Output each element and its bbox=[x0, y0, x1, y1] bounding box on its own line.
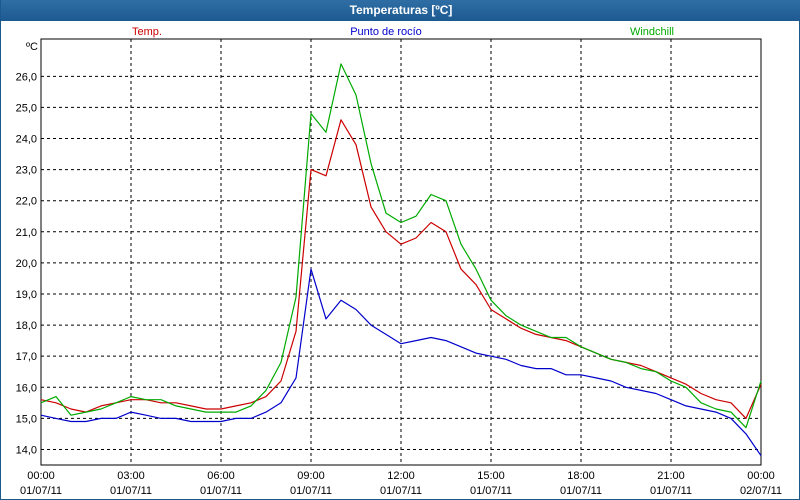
x-axis: 00:00 01/07/11 03:00 01/07/11 06:00 01/07/11 0… bbox=[20, 470, 782, 497]
x-tick-date: 01/07/11 bbox=[200, 485, 242, 497]
x-tick-time: 00:00 bbox=[27, 470, 55, 482]
y-tick-label: 21,0 bbox=[16, 227, 37, 239]
y-tick-label: 22,0 bbox=[16, 196, 37, 208]
x-tick-time: 03:00 bbox=[117, 470, 145, 482]
y-axis: ºC 14,0 15,0 16,0 17,0 18,0 19,0 20,0 21,0 22,0 2… bbox=[16, 41, 38, 456]
legend-entry: Temp. bbox=[132, 26, 162, 38]
x-tick-date: 01/07/11 bbox=[470, 485, 512, 497]
y-axis-label: ºC bbox=[26, 41, 38, 53]
x-tick-time: 18:00 bbox=[567, 470, 595, 482]
legend-entry: Windchill bbox=[630, 26, 674, 38]
y-tick-label: 14,0 bbox=[16, 444, 37, 456]
legend: Temp. Punto de rocío Windchill bbox=[132, 26, 674, 38]
y-tick-label: 19,0 bbox=[16, 289, 37, 301]
y-tick-label: 20,0 bbox=[16, 258, 37, 270]
legend-entry: Punto de rocío bbox=[350, 26, 422, 38]
x-tick-time: 06:00 bbox=[207, 470, 235, 482]
x-tick-date: 01/07/11 bbox=[20, 485, 62, 497]
series-line-1 bbox=[40, 268, 762, 457]
x-tick-date: 02/07/11 bbox=[740, 485, 782, 497]
x-tick-time: 21:00 bbox=[657, 470, 685, 482]
x-tick-date: 01/07/11 bbox=[560, 485, 602, 497]
y-tick-label: 16,0 bbox=[16, 382, 37, 394]
x-tick-date: 01/07/11 bbox=[650, 485, 692, 497]
x-tick-time: 15:00 bbox=[477, 470, 505, 482]
y-tick-label: 24,0 bbox=[16, 134, 37, 146]
x-tick-time: 12:00 bbox=[387, 470, 415, 482]
series-line-2 bbox=[40, 63, 762, 429]
x-tick-time: 09:00 bbox=[297, 470, 325, 482]
plot-area bbox=[40, 38, 762, 466]
window-title: Temperaturas [ºC] bbox=[1, 0, 800, 21]
y-tick-label: 18,0 bbox=[16, 320, 37, 332]
x-tick-date: 01/07/11 bbox=[110, 485, 152, 497]
series-line-0 bbox=[40, 119, 762, 419]
x-tick-date: 01/07/11 bbox=[290, 485, 332, 497]
y-tick-label: 25,0 bbox=[16, 102, 37, 114]
x-tick-time: 00:00 bbox=[747, 470, 775, 482]
y-tick-label: 17,0 bbox=[16, 351, 37, 363]
y-tick-label: 26,0 bbox=[16, 71, 37, 83]
x-tick-date: 01/07/11 bbox=[380, 485, 422, 497]
grid bbox=[41, 39, 761, 465]
series-layer bbox=[40, 63, 762, 457]
y-tick-label: 23,0 bbox=[16, 165, 37, 177]
y-tick-label: 15,0 bbox=[16, 413, 37, 425]
